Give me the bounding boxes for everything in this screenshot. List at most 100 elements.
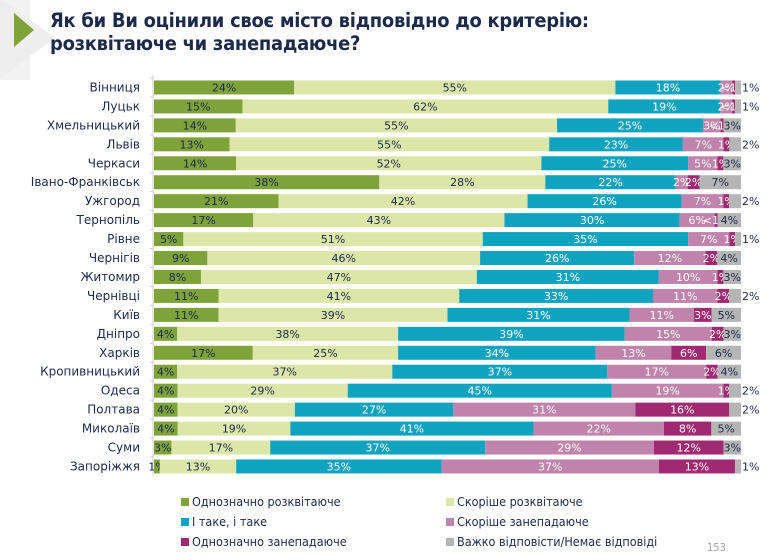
bar-segment — [717, 364, 741, 379]
bar-segment — [615, 80, 721, 95]
bar-segment — [732, 99, 736, 114]
bar-segment — [720, 99, 733, 114]
data-label: 3% — [724, 442, 741, 455]
bar-segment — [177, 421, 291, 436]
data-label: 51% — [321, 233, 345, 246]
bar-segment — [290, 421, 534, 436]
category-label: Ужгород — [85, 194, 140, 208]
data-label: 7% — [694, 195, 711, 208]
bar-segment — [658, 269, 718, 284]
data-label: 38% — [254, 176, 278, 189]
bar-segment — [711, 421, 741, 436]
bar-segment — [392, 364, 608, 379]
data-label: 2% — [709, 328, 726, 341]
stacked-bar-chart: Вінниця 24% 55% 18% 2%<1%1%Луцьк 15% 62% 19% 2%<… — [31, 75, 759, 476]
category-label: Вінниця — [90, 80, 140, 94]
bar-segment — [527, 194, 682, 209]
bar-segment — [711, 307, 741, 322]
bar-segment — [723, 118, 741, 133]
data-label: 26% — [592, 195, 616, 208]
data-label: 17% — [191, 214, 215, 227]
bar-segment — [441, 459, 659, 474]
data-label: 55% — [384, 119, 408, 132]
bar-segment — [398, 345, 596, 360]
legend-swatch — [181, 537, 189, 546]
data-label: 2% — [703, 366, 720, 379]
bar-segment — [154, 402, 178, 417]
bar-segment — [717, 251, 741, 266]
bar-segment — [154, 459, 160, 474]
bar-segment — [717, 213, 741, 228]
data-label: 2% — [742, 290, 759, 303]
category-label: Суми — [108, 441, 140, 455]
data-label: 12% — [676, 442, 700, 455]
data-label: 17% — [645, 366, 669, 379]
bar-segment — [720, 80, 733, 95]
data-label: 23% — [604, 138, 628, 151]
data-label: 25% — [313, 347, 337, 360]
data-label: 24% — [212, 81, 236, 94]
legend-item-5: Однозначно занепадаюче — [181, 534, 347, 549]
bar-segment — [154, 383, 178, 398]
data-label: 2% — [718, 100, 735, 113]
category-label: Чернівці — [87, 289, 140, 303]
data-label: 8% — [169, 271, 186, 284]
bar-segment — [154, 213, 254, 228]
legend-item-2: Скоріше розквітаюче — [446, 494, 583, 509]
data-label: 20% — [224, 404, 248, 417]
data-label: 22% — [598, 176, 622, 189]
title-line-2: розквітаюче чи занепадаюче? — [50, 32, 361, 55]
data-label: 29% — [557, 442, 581, 455]
data-label: 31% — [526, 309, 550, 322]
bar-segment — [549, 137, 683, 152]
bar-segment — [634, 251, 706, 266]
data-label: 47% — [327, 271, 351, 284]
bar-segment — [207, 251, 481, 266]
data-label: 1% — [742, 100, 759, 113]
data-label: 8% — [679, 423, 696, 436]
data-label: 2% — [673, 176, 690, 189]
data-label: 4% — [720, 252, 737, 265]
category-label: Запоріжжя — [70, 459, 140, 473]
data-label: 46% — [332, 252, 356, 265]
bar-segment — [177, 402, 295, 417]
data-label: 2% — [742, 195, 759, 208]
bar-segment — [679, 213, 715, 228]
bar-segment — [675, 175, 688, 190]
data-label: 3% — [724, 328, 741, 341]
legend-item-3: І таке, і таке — [181, 514, 267, 529]
data-label: 26% — [545, 252, 569, 265]
bar-segment — [557, 118, 704, 133]
data-label: 37% — [273, 366, 297, 379]
data-label: 1% — [742, 81, 759, 94]
data-label: 5% — [717, 423, 734, 436]
data-label: 30% — [580, 214, 604, 227]
data-label: 37% — [488, 366, 512, 379]
bar-segment — [611, 383, 724, 398]
bar-segment — [159, 459, 237, 474]
bar-segment — [723, 194, 730, 209]
bar-segment — [154, 326, 178, 341]
data-label: 2% — [703, 252, 720, 265]
bar-segment — [453, 402, 636, 417]
bar-segment — [294, 402, 454, 417]
data-label: 17% — [191, 347, 215, 360]
bar-segment — [717, 156, 724, 171]
legend-swatch — [446, 517, 454, 526]
bar-segment — [545, 175, 676, 190]
data-label: 6% — [688, 214, 705, 227]
bar-segment — [171, 440, 271, 455]
data-label: 19% — [652, 100, 676, 113]
bar-segment — [379, 175, 546, 190]
bar-segment — [732, 80, 736, 95]
bar-segment — [687, 175, 700, 190]
legend-swatch — [181, 517, 189, 526]
data-label: 15% — [656, 328, 680, 341]
bar-segment — [252, 345, 399, 360]
bar-segment — [154, 251, 208, 266]
category-label: Тернопіль — [76, 213, 140, 227]
bar-segment — [278, 194, 528, 209]
data-label: 39% — [499, 328, 523, 341]
data-label: 13% — [186, 460, 210, 473]
category-label: Дніпро — [97, 327, 140, 341]
